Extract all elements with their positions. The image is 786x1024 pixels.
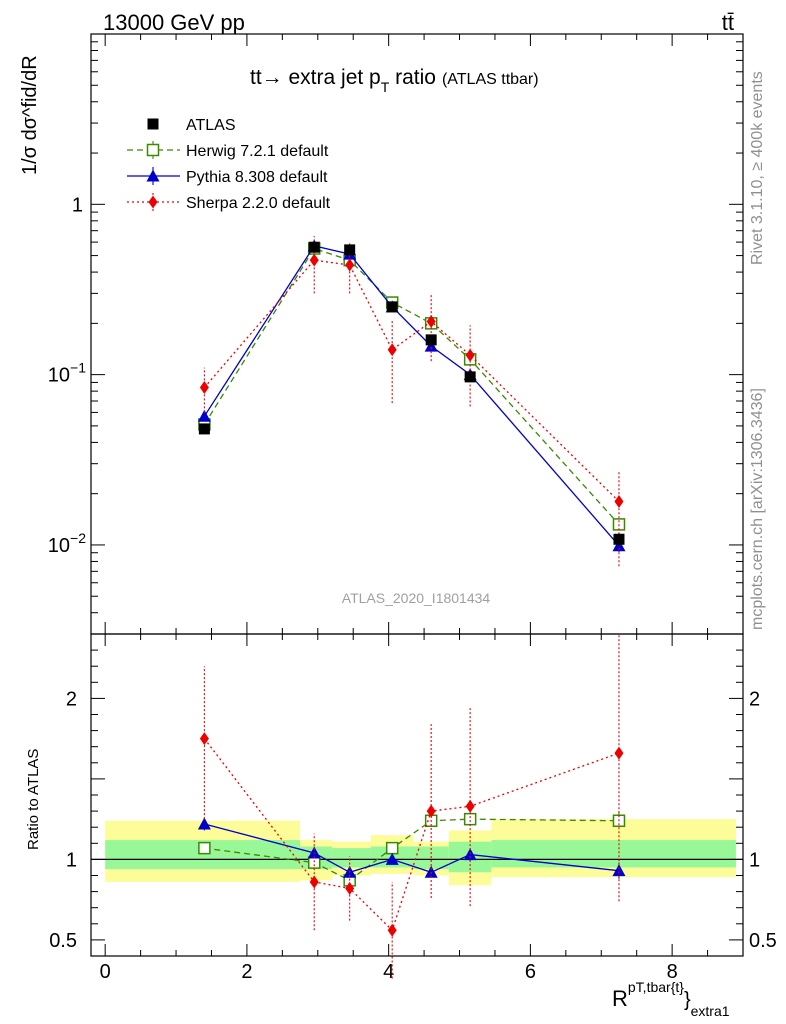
ratio-series-sherpa — [199, 634, 624, 979]
ratio-point — [614, 746, 624, 760]
ratio-point — [612, 864, 626, 877]
data-point — [424, 339, 438, 352]
legend-label: Sherpa 2.2.0 default — [186, 195, 331, 212]
ratio-point — [385, 852, 399, 865]
series-atlas — [198, 241, 625, 546]
ratio-point — [197, 817, 211, 830]
data-point — [199, 381, 209, 395]
y-tick-label-ratio: 0.5 — [49, 930, 77, 952]
x-tick-label: 2 — [241, 961, 252, 983]
y-tick-label-ratio: 2 — [66, 688, 77, 710]
y-tick-label-exp: −1 — [70, 360, 86, 376]
ratio-point — [424, 865, 438, 878]
data-point — [426, 315, 436, 329]
legend-entry-pythia: Pythia 8.308 default — [127, 167, 328, 186]
legend-marker — [147, 118, 159, 130]
ratio-band-inner-6 — [491, 840, 736, 868]
legend-entry-herwig: Herwig 7.2.1 default — [127, 141, 329, 160]
x-tick-label: 6 — [525, 961, 536, 983]
y-tick-label-base: 10 — [48, 365, 70, 387]
series-herwig — [198, 242, 626, 531]
legend: ATLAS Herwig 7.2.1 default Pythia 8.308 de… — [127, 117, 331, 212]
legend-entry-sherpa: Sherpa 2.2.0 default — [127, 193, 331, 212]
y-tick-label-ratio: 1 — [66, 849, 77, 871]
legend-marker — [146, 169, 160, 182]
ratio-point — [309, 875, 319, 889]
legend-label: Pythia 8.308 default — [186, 169, 328, 186]
plot-title-sub: T — [381, 79, 390, 95]
series-sherpa — [199, 236, 624, 567]
legend-label: ATLAS — [186, 117, 236, 134]
data-point — [345, 258, 355, 272]
ratio-frame — [90, 633, 744, 957]
data-point — [197, 409, 211, 422]
legend-marker — [146, 143, 160, 157]
data-point — [309, 253, 319, 267]
y-tick-label-main: 1 — [72, 194, 83, 216]
x-tick-label: 4 — [383, 961, 394, 983]
x-tick-label: 0 — [100, 961, 111, 983]
data-point — [464, 371, 476, 383]
y-tick-label-exp: −2 — [70, 530, 86, 546]
y-tick-label-ratio-right: 2 — [749, 688, 760, 710]
ratio-panel: 0 2 4 6 8 0.5 0.5 1 1 2 2 — [49, 633, 777, 983]
ratio-point — [307, 856, 321, 869]
series-pythia — [197, 239, 626, 552]
data-point — [344, 244, 356, 256]
y-tick-label-ratio-right: 0.5 — [749, 930, 777, 952]
series-line — [203, 247, 620, 525]
y-axis-label-ratio: Ratio to ATLAS — [25, 749, 42, 850]
ratio-point — [385, 841, 399, 855]
x-axis-label-main: R — [612, 986, 628, 1011]
x-tick-label: 8 — [667, 961, 678, 983]
plot-title-tail: ratio — [389, 66, 436, 89]
rivet-label: Rivet 3.1.10, ≥ 400k events — [749, 71, 766, 265]
y-tick-label-main: 10−2 — [48, 530, 86, 557]
ratio-point — [465, 799, 475, 813]
y-tick-label-ratio-right: 1 — [749, 849, 760, 871]
plot-title: tt→ extra jet pT ratio (ATLAS ttbar) — [250, 66, 539, 95]
plot-title-main: tt→ extra jet p — [250, 66, 381, 89]
y-axis-label-main-text: 1/σ dσ^fid/dR — [19, 55, 41, 175]
ratio-point — [463, 812, 477, 826]
legend-entry-atlas: ATLAS — [147, 117, 236, 134]
x-axis-label: RpT,tbar{t}}extra1 — [612, 979, 730, 1019]
data-point — [425, 334, 437, 346]
plot-title-small: (ATLAS ttbar) — [442, 71, 539, 88]
data-point — [198, 423, 210, 435]
data-point — [308, 241, 320, 253]
ratio-point — [426, 804, 436, 818]
data-point — [613, 533, 625, 545]
x-axis-label-sub: extra1 — [691, 1003, 730, 1019]
y-axis-label-main: 1/σ dσ^fid/dR — [19, 55, 41, 175]
process-label: tt̄ — [722, 10, 734, 35]
energy-label: 13000 GeV pp — [103, 10, 245, 35]
data-point — [465, 348, 475, 362]
analysis-id: ATLAS_2020_I1801434 — [342, 590, 491, 606]
data-point — [386, 301, 398, 313]
legend-label: Herwig 7.2.1 default — [186, 143, 329, 160]
legend-marker — [148, 195, 158, 209]
data-point — [614, 494, 624, 508]
x-axis-label-close: } — [684, 989, 691, 1011]
y-tick-label-main: 10−1 — [48, 360, 86, 387]
mcplots-label: mcplots.cern.ch [arXiv:1306.3436] — [749, 388, 766, 630]
y-tick-label-base: 10 — [48, 535, 70, 557]
data-point — [387, 343, 397, 357]
ratio-point — [199, 732, 209, 746]
x-axis-label-sup: pT,tbar{t} — [628, 979, 684, 995]
main-panel: 110−110−2 — [48, 33, 744, 635]
ratio-point — [345, 881, 355, 895]
ratio-band-inner-2 — [331, 848, 371, 868]
ratio-point — [387, 923, 397, 937]
series-line — [203, 259, 620, 502]
ratio-point — [198, 841, 211, 855]
series-line — [203, 245, 620, 547]
